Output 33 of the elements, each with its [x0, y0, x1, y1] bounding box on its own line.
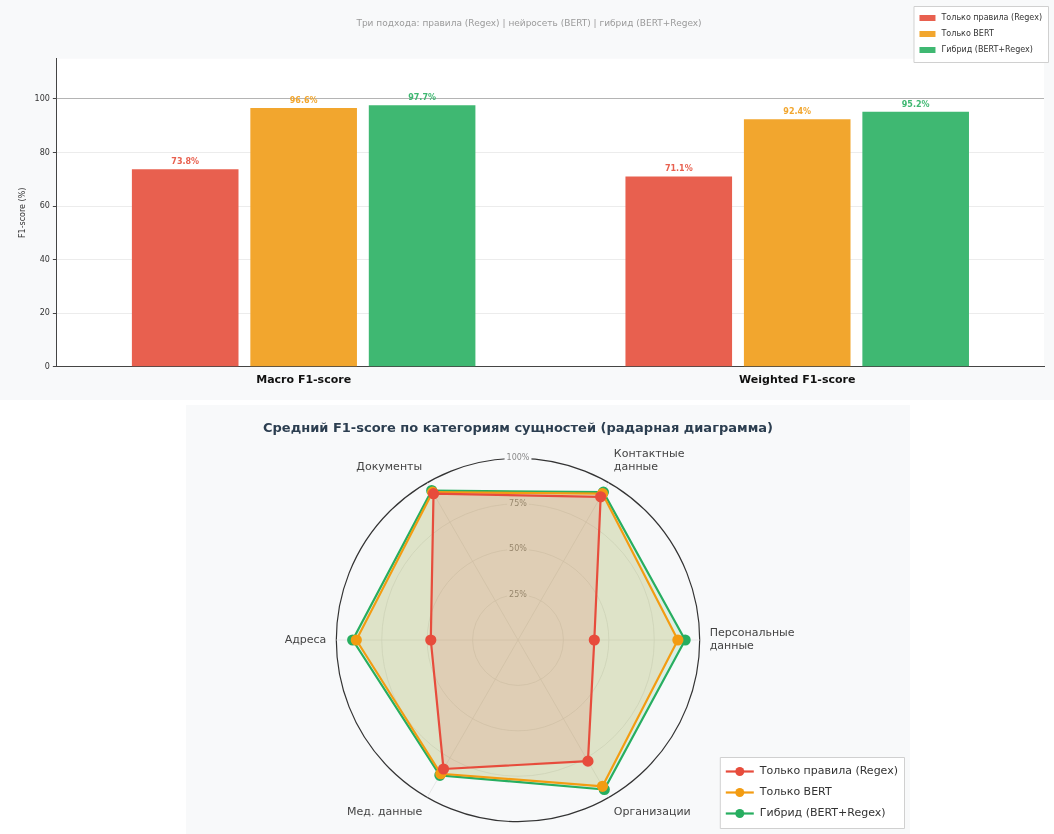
data-label: 97.7% — [408, 93, 436, 103]
y-tick-label: 50% — [509, 544, 528, 554]
spoke-label: Организации — [613, 805, 691, 819]
legend-label: Гибрид (BERT+Regex) — [941, 45, 1033, 55]
y-axis-title: F1-score (%) — [17, 187, 27, 239]
chart-title: Средний F1-score по категориям сущностей (радарная диаграмма) — [263, 420, 773, 436]
spoke-label: Документы — [356, 460, 423, 474]
legend-label: Только правила (Regex) — [758, 764, 898, 778]
y-tick-label: 0 — [44, 361, 50, 371]
spoke-label: Контактные данные — [613, 447, 685, 474]
y-tick-label: 60 — [39, 201, 50, 211]
y-tick-label: 25% — [509, 589, 528, 599]
legend-label: Только BERT — [940, 29, 994, 39]
y-tick-label: 100 — [34, 94, 50, 104]
data-label: 92.4% — [783, 107, 812, 117]
x-tick-label: Macro F1-score — [256, 373, 352, 387]
legend-label: Только правила (Regex) — [940, 13, 1043, 23]
y-tick-label: 100% — [506, 453, 530, 463]
data-label: 71.1% — [664, 164, 693, 174]
y-tick-label: 75% — [509, 498, 528, 508]
spoke-label: Адреса — [284, 632, 327, 646]
legend-label: Гибрид (BERT+Regex) — [759, 806, 886, 820]
y-tick-label: 20 — [39, 308, 50, 318]
y-tick-label: 40 — [39, 254, 50, 264]
chart-subtitle: Три подхода: правила (Regex) | нейросеть (BERT) | гибрид (BERT+Regex) — [355, 17, 702, 28]
spoke-label: Персональные данные — [709, 626, 795, 653]
data-label: 73.8% — [171, 157, 200, 167]
x-tick-label: Weighted F1-score — [739, 373, 856, 387]
y-tick-label: 80 — [39, 147, 50, 157]
data-label: 95.2% — [901, 99, 930, 109]
spoke-label: Мед. данные — [347, 805, 423, 819]
legend-label: Только BERT — [758, 785, 832, 799]
data-label: 96.6% — [289, 96, 318, 106]
